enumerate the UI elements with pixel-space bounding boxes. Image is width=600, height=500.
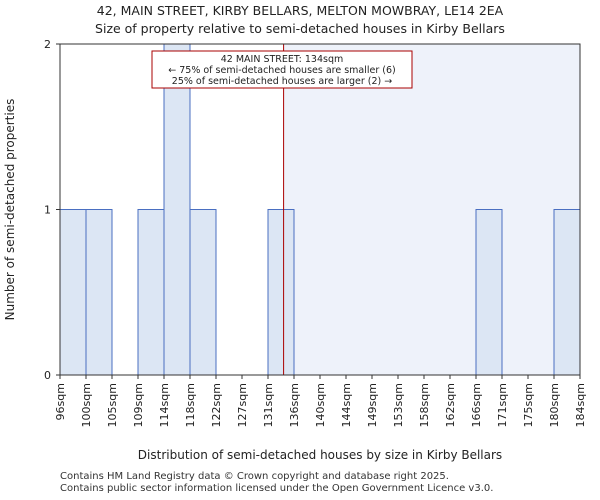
histogram-bar [475, 209, 503, 376]
histogram-bar [59, 209, 87, 376]
histogram-bar [189, 209, 217, 376]
annotation-line-2: ← 75% of semi-detached houses are smalle… [168, 65, 396, 76]
larger-region-highlight [283, 44, 580, 375]
x-tick-label: 140sqm [314, 383, 327, 427]
y-tick-label: 0 [44, 369, 51, 382]
x-tick-label: 171sqm [496, 383, 509, 427]
x-tick-label: 184sqm [574, 383, 587, 427]
histogram-bar [553, 209, 581, 376]
annotation-line-1: 42 MAIN STREET: 134sqm [221, 54, 344, 65]
annotation-box [151, 50, 413, 89]
annotation-line-3: 25% of semi-detached houses are larger (… [172, 76, 392, 87]
x-tick-label: 118sqm [184, 383, 197, 427]
x-tick-label: 180sqm [548, 383, 561, 427]
x-tick-label: 158sqm [418, 383, 431, 427]
x-tick-label: 127sqm [236, 383, 249, 427]
footer-licence: Contains public sector information licen… [60, 483, 494, 494]
chart-subtitle: Size of property relative to semi-detach… [95, 21, 505, 36]
histogram-bar [163, 43, 191, 376]
histogram-bar [85, 209, 113, 376]
x-tick-label: 114sqm [158, 383, 171, 427]
x-tick-label: 175sqm [522, 383, 535, 427]
x-tick-label: 100sqm [80, 383, 93, 427]
x-axis-label: Distribution of semi-detached houses by … [138, 448, 502, 462]
histogram-bar [137, 209, 165, 376]
x-tick-label: 162sqm [444, 383, 457, 427]
x-tick-label: 131sqm [262, 383, 275, 427]
footer-copyright: Contains HM Land Registry data © Crown c… [60, 471, 449, 482]
x-tick-label: 136sqm [288, 383, 301, 427]
x-tick-label: 96sqm [54, 383, 67, 420]
x-tick-label: 144sqm [340, 383, 353, 427]
x-tick-label: 105sqm [106, 383, 119, 427]
chart-title: 42, MAIN STREET, KIRBY BELLARS, MELTON M… [96, 3, 504, 18]
x-tick-label: 109sqm [132, 383, 145, 427]
x-tick-label: 122sqm [210, 383, 223, 427]
histogram-bar [267, 209, 295, 376]
y-tick-label: 2 [44, 38, 51, 51]
x-tick-label: 166sqm [470, 383, 483, 427]
x-tick-label: 149sqm [366, 383, 379, 427]
y-axis-label: Number of semi-detached properties [3, 99, 17, 321]
x-tick-label: 153sqm [392, 383, 405, 427]
plot-frame [59, 43, 581, 376]
y-tick-label: 1 [44, 204, 51, 217]
